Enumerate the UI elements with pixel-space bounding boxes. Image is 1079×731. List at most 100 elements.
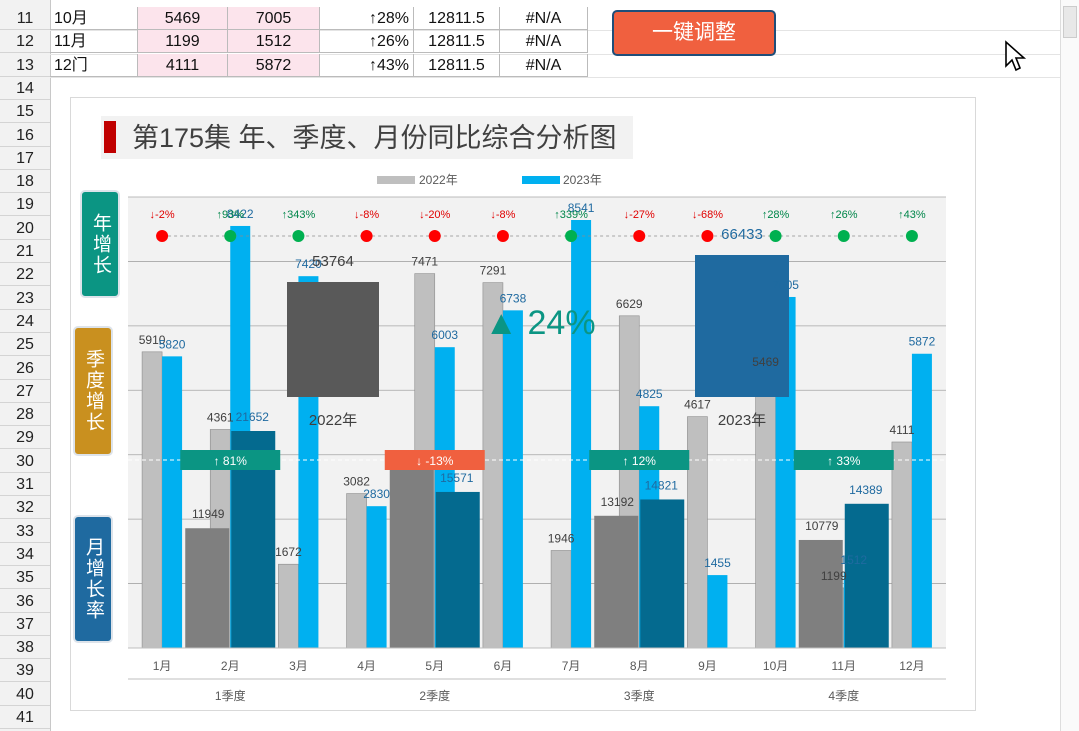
cell-total[interactable]: 12811.5 — [414, 30, 500, 54]
row-number[interactable]: 27 — [0, 380, 50, 403]
row-number[interactable]: 25 — [0, 333, 50, 357]
row-number[interactable]: 26 — [0, 357, 50, 380]
quarter-label-2022-3: 13192 — [601, 495, 635, 509]
row-number[interactable]: 21 — [0, 240, 50, 263]
quarter-growth-label-2: ↓ -13% — [416, 454, 454, 468]
cell-growth[interactable]: ↑43% — [320, 53, 414, 77]
row-number[interactable]: 33 — [0, 520, 50, 543]
quarter-growth-label-3: ↑ 12% — [623, 454, 657, 468]
row-number[interactable]: 14 — [0, 77, 50, 100]
x-tick-label-2: 2月 — [221, 659, 240, 673]
row-number[interactable]: 32 — [0, 496, 50, 520]
vertical-scrollbar[interactable] — [1060, 0, 1079, 731]
row-number[interactable]: 28 — [0, 403, 50, 427]
row-number[interactable]: 18 — [0, 170, 50, 194]
growth-dot-1 — [156, 230, 169, 242]
year-value-2022: 53764 — [312, 253, 354, 270]
row-number[interactable]: 11 — [0, 7, 50, 30]
row-number[interactable]: 12 — [0, 30, 50, 54]
quarter-label-2023-1: 21652 — [236, 410, 270, 424]
bar-2022-7 — [550, 550, 572, 649]
cell-flag[interactable]: #N/A — [500, 7, 588, 30]
cell-v2023[interactable]: 1512 — [228, 30, 320, 54]
row-number[interactable]: 39 — [0, 659, 50, 683]
quarter-label-2023-3: 14821 — [645, 478, 679, 492]
row-number[interactable]: 41 — [0, 706, 50, 729]
year-growth-button[interactable]: 年增长 — [80, 190, 120, 298]
cell-total[interactable]: 12811.5 — [414, 53, 500, 77]
quarter-tick-label-3: 3季度 — [624, 688, 655, 703]
growth-dot-7 — [565, 230, 578, 242]
bar-2023-9 — [707, 575, 728, 648]
growth-dot-3 — [292, 230, 305, 242]
row-number[interactable]: 13 — [0, 54, 50, 77]
growth-dot-12 — [905, 230, 918, 242]
row-number[interactable]: 35 — [0, 566, 50, 590]
cell-v2023[interactable]: 5872 — [228, 53, 320, 77]
cell-month[interactable]: 12门 — [50, 53, 138, 77]
chart-title-background — [101, 116, 633, 159]
chart-title-accent-bar — [104, 121, 116, 153]
label-2023-2: 8422 — [227, 207, 254, 221]
label-2023-6: 6738 — [500, 291, 527, 305]
x-tick-label-6: 6月 — [494, 659, 513, 673]
cell-v2022[interactable]: 4111 — [138, 53, 228, 77]
row-number[interactable]: 19 — [0, 193, 50, 217]
month-growth-button[interactable]: 月增长率 — [73, 515, 113, 643]
growth-dot-8 — [633, 230, 646, 242]
quarter-label-2023-4: 14389 — [849, 483, 883, 497]
year-bar-2023 — [695, 255, 789, 397]
year-growth-rate: ▲ 24% — [484, 304, 595, 342]
label-2023-11: 1512 — [840, 553, 867, 567]
one-click-adjust-button[interactable]: 一键调整 — [612, 10, 776, 56]
cell-growth[interactable]: ↑28% — [320, 7, 414, 30]
cell-flag[interactable]: #N/A — [500, 53, 588, 77]
cell-flag[interactable]: #N/A — [500, 30, 588, 54]
quarter-bar-2023-2 — [435, 491, 480, 648]
quarter-label-2022-4: 10779 — [805, 519, 839, 533]
row-number[interactable]: 37 — [0, 613, 50, 636]
row-number[interactable]: 24 — [0, 310, 50, 333]
quarter-growth-label-1: ↑ 81% — [214, 454, 248, 468]
grid-line — [50, 30, 1079, 32]
growth-label-1: ↓-2% — [150, 209, 175, 221]
cell-growth[interactable]: ↑26% — [320, 30, 414, 54]
row-number[interactable]: 36 — [0, 590, 50, 613]
cell-total[interactable]: 12811.5 — [414, 7, 500, 30]
row-number[interactable]: 23 — [0, 287, 50, 310]
row-number[interactable]: 15 — [0, 100, 50, 124]
row-number[interactable]: 16 — [0, 124, 50, 147]
year-value-2023: 66433 — [721, 226, 763, 243]
quarter-bar-2022-1 — [185, 528, 230, 648]
cell-month[interactable]: 11月 — [50, 30, 138, 54]
row-number[interactable]: 40 — [0, 683, 50, 706]
x-tick-label-12: 12月 — [899, 659, 924, 673]
row-number[interactable]: 34 — [0, 543, 50, 566]
year-category-2023: 2023年 — [718, 412, 766, 429]
quarter-growth-badge-4 — [793, 450, 894, 470]
quarter-bar-2022-2 — [389, 469, 434, 648]
row-number[interactable]: 29 — [0, 426, 50, 450]
bar-2022-9 — [687, 416, 708, 649]
quarter-growth-label-4: ↑ 33% — [827, 454, 861, 468]
growth-label-12: ↑43% — [898, 209, 926, 221]
legend-swatch-2023 — [522, 176, 560, 184]
year-bar-2022 — [287, 282, 379, 397]
label-2022-10: 5469 — [752, 355, 779, 369]
cell-v2022[interactable]: 5469 — [138, 7, 228, 30]
quarter-growth-button[interactable]: 季度增长 — [73, 326, 113, 456]
label-2023-10: 7005 — [772, 278, 799, 292]
scrollbar-thumb[interactable] — [1063, 6, 1077, 38]
cell-v2023[interactable]: 7005 — [228, 7, 320, 30]
row-number[interactable]: 20 — [0, 217, 50, 240]
row-number[interactable]: 22 — [0, 263, 50, 287]
grid-line — [50, 76, 1079, 78]
label-2023-5: 6003 — [431, 328, 458, 342]
row-number[interactable]: 30 — [0, 450, 50, 473]
row-number[interactable]: 17 — [0, 147, 50, 170]
row-number[interactable]: 31 — [0, 473, 50, 496]
cell-v2022[interactable]: 1199 — [138, 30, 228, 54]
cell-month[interactable]: 10月 — [50, 7, 138, 30]
row-number[interactable]: 38 — [0, 636, 50, 660]
